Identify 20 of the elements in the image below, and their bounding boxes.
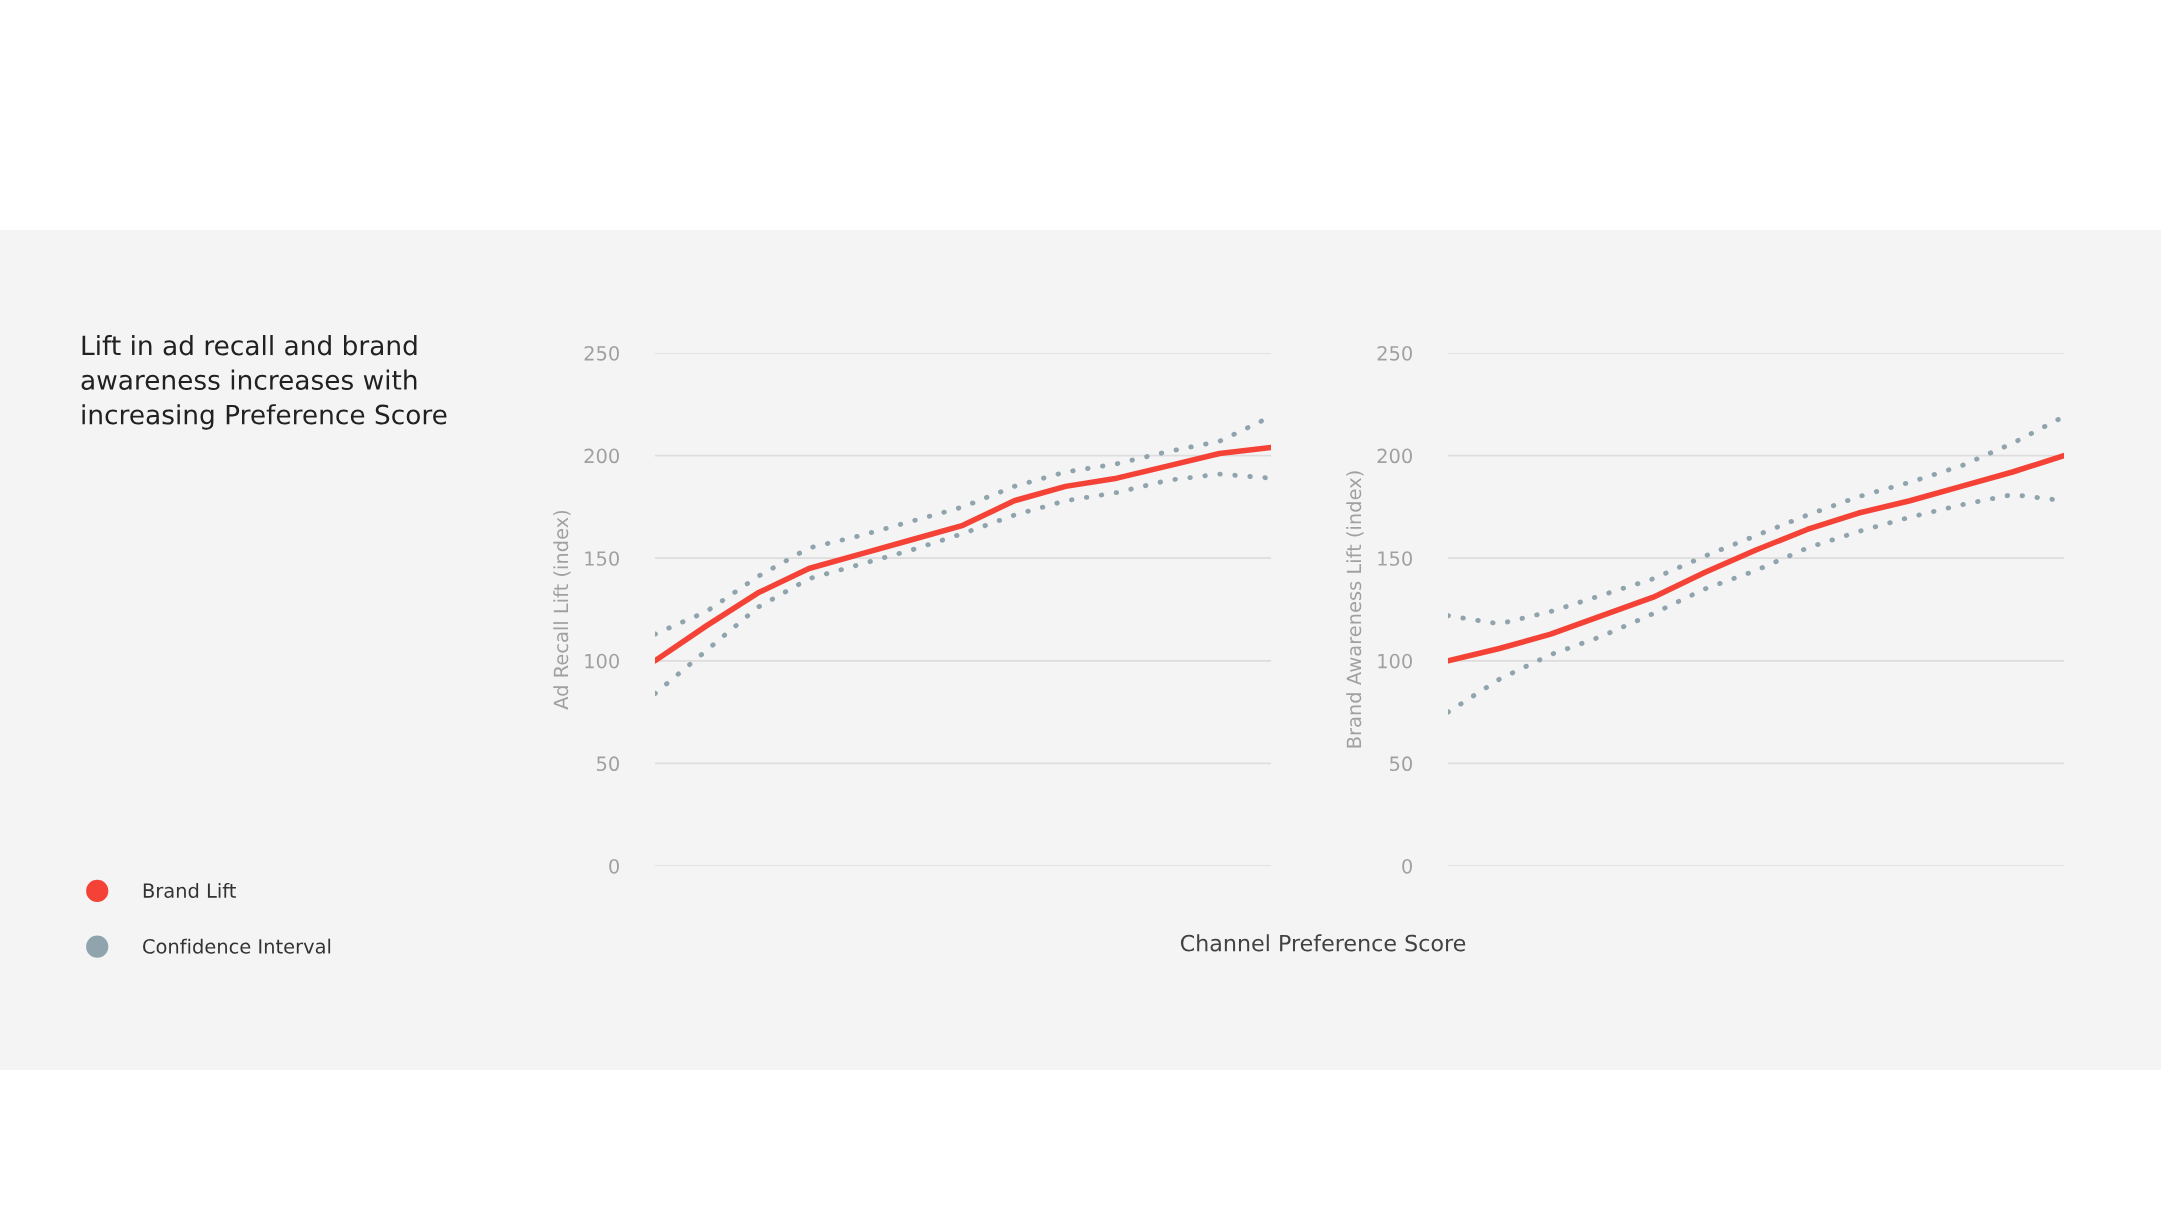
y-tick-label: 250 <box>1377 345 1412 361</box>
line-series <box>655 471 1271 697</box>
x-axis-title: Channel Preference Score <box>1180 934 1466 952</box>
y-tick-label: 0 <box>609 858 619 874</box>
y-tick-label: 100 <box>1378 653 1412 669</box>
line-series <box>1448 414 2064 627</box>
y-tick-label: 50 <box>597 756 619 772</box>
y-tick-label: 0 <box>1402 858 1412 874</box>
y-tick-label: 150 <box>585 551 619 566</box>
y-tick-label: 150 <box>1378 551 1412 566</box>
legend-label: Brand Lift <box>143 882 236 898</box>
y-tick-label: 200 <box>584 448 619 464</box>
y-tick-label: 250 <box>584 345 619 361</box>
legend-label: Confidence Interval <box>143 938 331 954</box>
y-axis-title: Brand Awareness Lift (index) <box>1346 471 1364 748</box>
y-tick-label: 50 <box>1390 756 1412 772</box>
y-tick-label: 100 <box>585 653 619 669</box>
text: Lift in ad recall and brand awareness increases with increasing Preference Score <box>81 335 447 430</box>
y-axis-title: Ad Recall Lift (index) <box>553 510 571 710</box>
y-tick-label: 200 <box>1377 448 1412 464</box>
